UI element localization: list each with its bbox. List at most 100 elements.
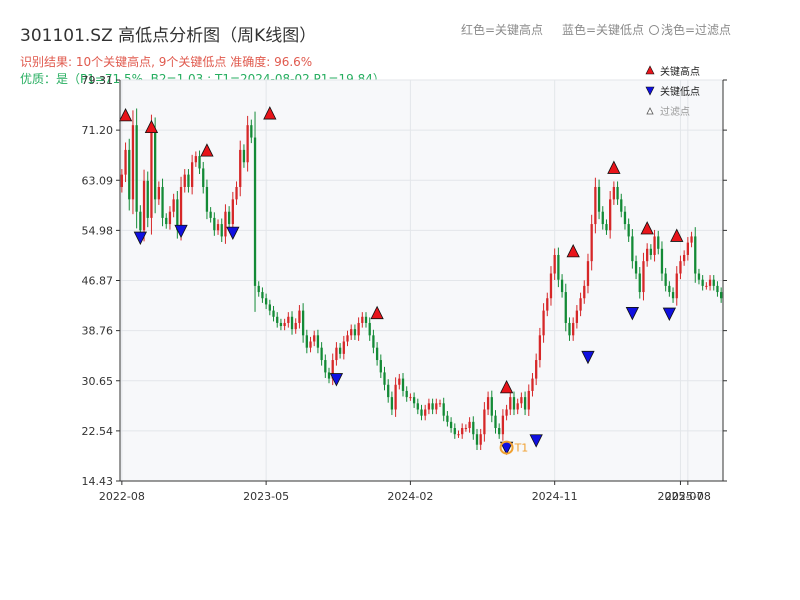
candle-body	[194, 156, 197, 163]
candle-body	[716, 285, 719, 293]
candle-body	[475, 434, 479, 445]
candle-body	[120, 174, 123, 187]
y-tick-label: 71.20	[82, 124, 114, 137]
legend-filtered-icon	[646, 107, 654, 115]
candle-body	[157, 186, 160, 200]
candle-body	[442, 403, 445, 416]
candle-body	[420, 409, 423, 416]
candle-body	[586, 261, 590, 286]
candle-body	[364, 316, 368, 323]
candle-body	[516, 403, 519, 410]
candle-body	[150, 131, 153, 218]
candle-body	[438, 403, 442, 405]
candle-body	[490, 397, 493, 416]
key-high-marker	[566, 243, 580, 258]
candle-body	[446, 415, 449, 422]
legend-filtered-text: 过滤点	[660, 105, 690, 118]
candle-body	[572, 322, 575, 336]
candle-body	[276, 316, 279, 323]
candle-body	[686, 242, 690, 255]
candle-body	[287, 316, 290, 323]
candle-body	[683, 254, 686, 262]
candle-body	[653, 236, 656, 255]
candle-body	[372, 335, 375, 348]
candle-body	[671, 292, 675, 299]
candle-body	[594, 186, 597, 225]
candle-body	[227, 211, 231, 225]
legend-high-label: 红色=关键高点	[461, 23, 544, 37]
candle-body	[542, 310, 545, 336]
candle-body	[623, 211, 627, 225]
circle-icon	[649, 25, 659, 35]
candle-body	[261, 292, 264, 299]
candle-body	[165, 217, 168, 225]
candle-body	[557, 254, 560, 280]
candle-body	[146, 180, 149, 218]
candle-body	[575, 310, 579, 323]
candle-body	[501, 415, 505, 435]
candle-body	[190, 162, 194, 187]
grid-lines	[120, 79, 723, 482]
candle-body	[179, 186, 183, 231]
key-high-marker	[118, 108, 133, 122]
candle-body	[431, 403, 434, 410]
key-high-marker	[640, 221, 654, 235]
y-tick-label: 22.54	[82, 425, 114, 438]
legend-low-icon	[645, 86, 655, 96]
candle-body	[220, 224, 223, 237]
candle-body	[209, 211, 212, 218]
chart-title: 301101.SZ 高低点分析图（周K线图）	[20, 26, 317, 46]
x-tick-label: 2025-08	[665, 490, 711, 503]
candle-body	[353, 329, 357, 336]
x-tick-label: 2024-02	[387, 490, 433, 503]
candle-body	[705, 285, 708, 287]
candle-body	[272, 310, 275, 317]
y-tick-label: 54.98	[82, 224, 114, 237]
candle-body	[579, 298, 582, 311]
candle-body	[472, 421, 475, 435]
candle-body	[512, 397, 516, 410]
candle-body	[368, 322, 371, 336]
legend-low-text: 关键低点	[660, 85, 700, 98]
candle-body	[268, 304, 271, 311]
candle-body	[128, 149, 131, 200]
candle-body	[361, 316, 364, 323]
candle-body	[668, 285, 671, 293]
candle-body	[649, 248, 653, 255]
candle-body	[350, 329, 353, 336]
key-low-marker	[625, 307, 640, 321]
candle-body	[620, 199, 623, 212]
candle-body	[616, 186, 619, 200]
candle-body	[694, 236, 697, 274]
candle-body	[324, 360, 327, 373]
candle-body	[590, 224, 593, 262]
candle-body	[523, 397, 527, 410]
candle-body	[198, 156, 201, 169]
candle-body	[139, 211, 142, 231]
candle-body	[346, 335, 349, 342]
t1-label: T1	[514, 442, 529, 455]
candle-body	[246, 125, 249, 163]
candle-body	[383, 372, 386, 385]
candle-body	[498, 428, 501, 435]
candle-body	[313, 335, 316, 342]
candle-body	[131, 125, 135, 200]
candle-body	[331, 360, 334, 379]
candle-body	[327, 372, 331, 379]
candle-body	[412, 397, 416, 404]
candle-body	[690, 236, 693, 243]
candle-body	[535, 360, 538, 379]
x-tick-label: 2025-07	[657, 490, 703, 503]
candle-body	[468, 421, 471, 429]
candle-body	[357, 322, 360, 336]
candle-body	[583, 285, 586, 299]
markers: T1	[118, 106, 684, 456]
candle-body	[153, 131, 157, 200]
candle-body	[298, 310, 301, 323]
candle-body	[427, 403, 431, 410]
candle-body	[309, 341, 312, 348]
candle-body	[183, 174, 186, 187]
candle-body	[375, 347, 379, 361]
candle-body	[697, 273, 701, 280]
